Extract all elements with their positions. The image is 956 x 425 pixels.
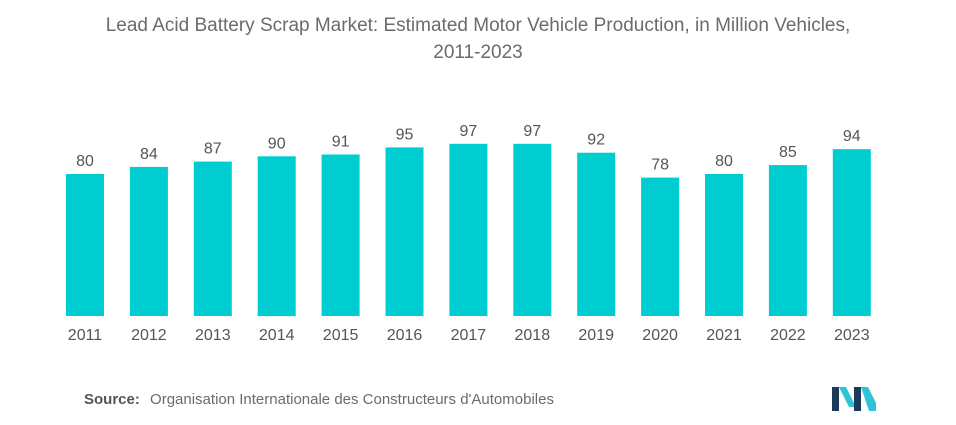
- chart-title: Lead Acid Battery Scrap Market: Estimate…: [0, 12, 956, 66]
- x-tick-label-2015: 2015: [323, 327, 359, 344]
- bar-2011: [66, 174, 104, 316]
- bar-2016: [385, 147, 424, 316]
- value-label-2018: 97: [523, 123, 541, 140]
- logo-middle-stroke: [854, 387, 861, 411]
- bar-2018: [513, 143, 552, 316]
- bar-2015: [321, 154, 360, 316]
- bar-2013: [193, 161, 232, 316]
- x-tick-label-2019: 2019: [578, 327, 614, 344]
- x-tick-label-2011: 2011: [68, 327, 103, 344]
- logo-diagonal-1: [839, 387, 856, 407]
- value-label-2020: 78: [651, 157, 669, 174]
- value-label-2012: 84: [140, 146, 158, 163]
- value-label-2013: 87: [204, 141, 222, 158]
- value-label-2022: 85: [779, 144, 797, 161]
- bar-2021: [705, 174, 743, 316]
- x-tick-label-2017: 2017: [451, 327, 487, 344]
- logo-left-stroke: [832, 387, 839, 411]
- value-label-2023: 94: [843, 128, 861, 145]
- value-label-2019: 92: [587, 132, 605, 149]
- value-label-2017: 97: [460, 123, 478, 140]
- source-text: Organisation Internationale des Construc…: [150, 391, 554, 408]
- bar-2017: [449, 143, 488, 316]
- x-tick-label-2013: 2013: [195, 327, 231, 344]
- mordor-intelligence-logo-icon: [832, 387, 876, 411]
- x-tick-label-2023: 2023: [834, 327, 870, 344]
- value-label-2014: 90: [268, 135, 286, 152]
- chart-title-line-1: Lead Acid Battery Scrap Market: Estimate…: [105, 15, 851, 36]
- bar-2014: [257, 156, 296, 317]
- source-label: Source:: [84, 391, 140, 408]
- x-tick-label-2018: 2018: [515, 327, 551, 344]
- bar-2012: [129, 166, 168, 316]
- bars-group: [66, 143, 871, 317]
- bar-2022: [768, 165, 807, 316]
- x-tick-label-2021: 2021: [706, 327, 742, 344]
- x-tick-label-2016: 2016: [387, 327, 423, 344]
- chart-title-line-2: 2011-2023: [433, 42, 523, 63]
- x-axis-tick-labels: 2011 2012 2013 2014 2015 2016 2017 2018 2019 2020…: [68, 327, 870, 344]
- source-note: Source: Organisation Internationale des …: [84, 391, 554, 408]
- x-tick-label-2014: 2014: [259, 327, 295, 344]
- bar-2019: [577, 152, 616, 316]
- x-tick-label-2020: 2020: [642, 327, 678, 344]
- x-tick-label-2012: 2012: [131, 327, 167, 344]
- bar-2020: [641, 177, 680, 316]
- value-labels-group: 80 84 87 90 91 95 97 97 92 78 80 85 94: [76, 123, 861, 174]
- logo-diagonal-2: [861, 387, 876, 411]
- value-label-2021: 80: [715, 153, 733, 170]
- value-label-2016: 95: [396, 126, 414, 143]
- value-label-2015: 91: [332, 134, 350, 151]
- x-tick-label-2022: 2022: [770, 327, 806, 344]
- value-label-2011: 80: [76, 153, 94, 170]
- bar-2023: [832, 149, 871, 316]
